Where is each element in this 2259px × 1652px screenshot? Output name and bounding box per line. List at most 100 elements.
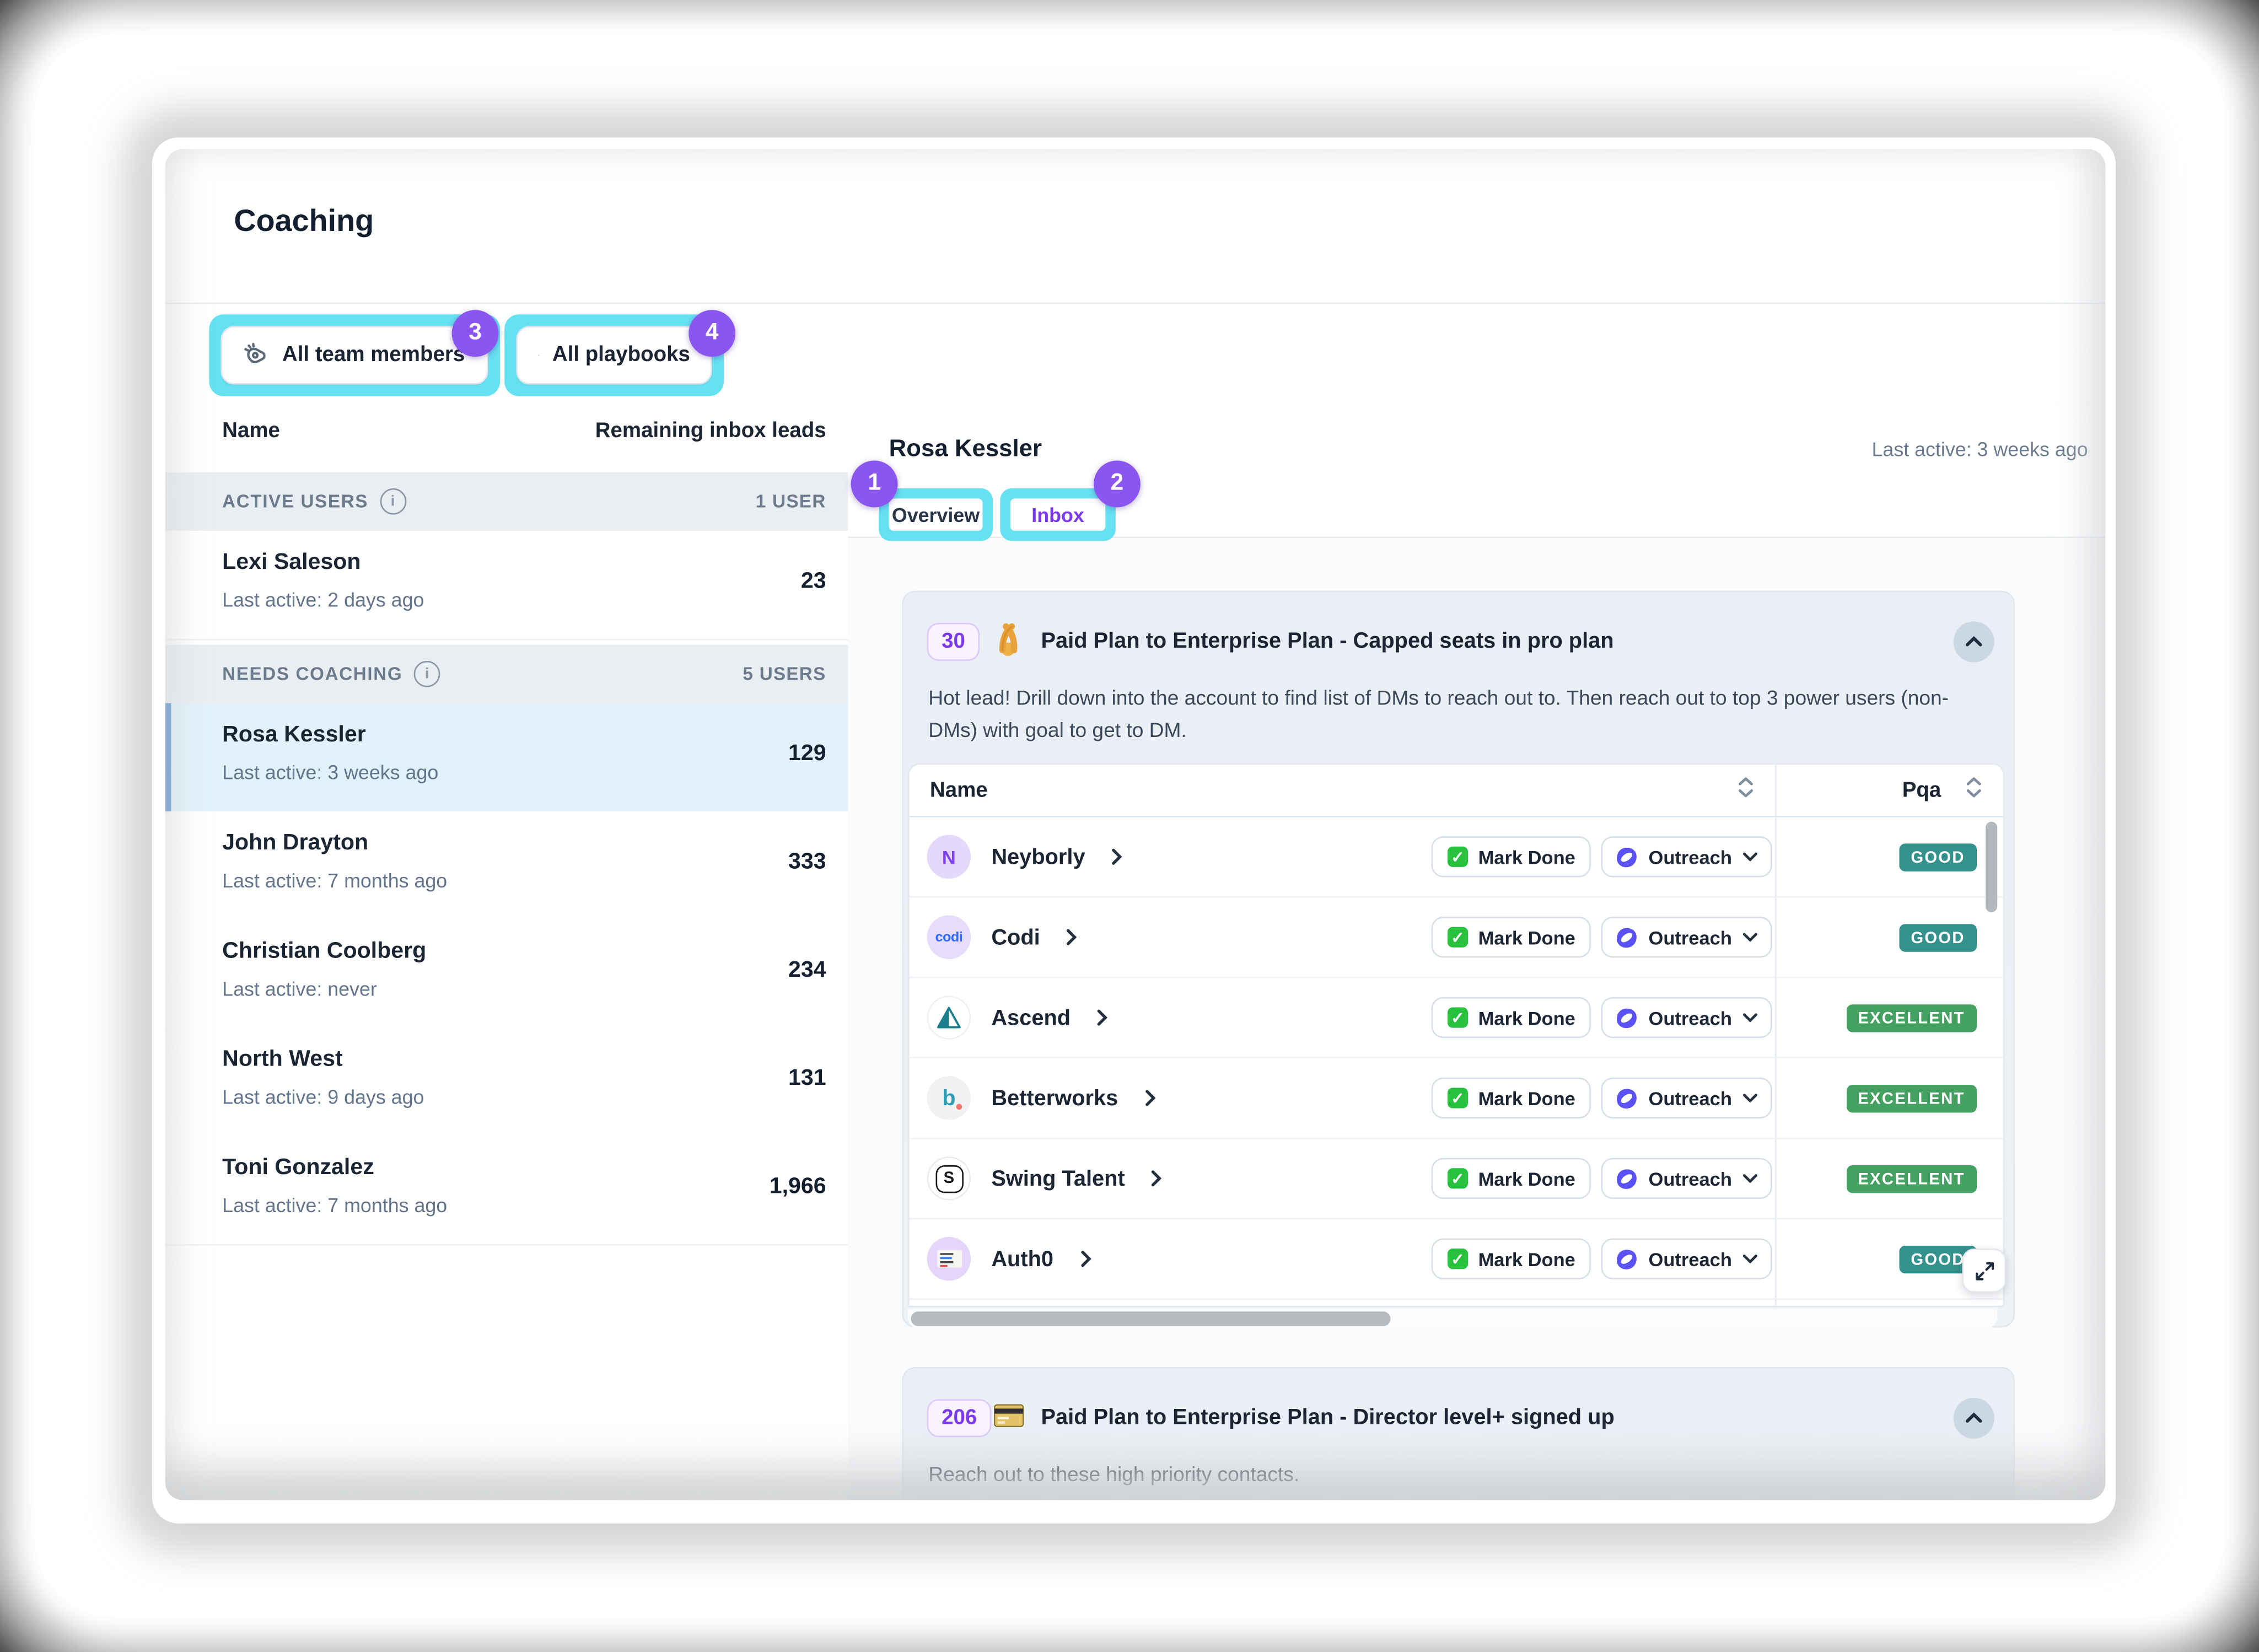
chevron-right-icon[interactable] (1111, 848, 1123, 865)
mark-done-button[interactable]: ✓ Mark Done (1431, 1158, 1592, 1199)
section-label: NEEDS COACHING (222, 664, 403, 685)
sidebar-user-john-drayton[interactable]: John Drayton Last active: 7 months ago 3… (165, 811, 848, 922)
chevron-right-icon[interactable] (1152, 1170, 1163, 1187)
outreach-dropdown[interactable]: Outreach (1601, 1238, 1772, 1279)
pqa-badge: EXCELLENT (1846, 1003, 1977, 1032)
chevron-down-icon (1742, 1094, 1757, 1102)
outreach-logo-icon (1617, 1169, 1638, 1188)
mark-done-button[interactable]: ✓ Mark Done (1431, 917, 1592, 958)
user-name: Lexi Saleson (222, 550, 361, 575)
company-logo: S (927, 1156, 971, 1201)
chevron-right-icon[interactable] (1080, 1250, 1091, 1268)
column-remaining-inbox-leads: Remaining inbox leads (595, 419, 826, 443)
tab-overview[interactable]: Overview (889, 498, 983, 531)
outreach-dropdown[interactable]: Outreach (1601, 917, 1772, 958)
sidebar-user-north-west[interactable]: North West Last active: 9 days ago 131 (165, 1027, 848, 1138)
info-icon[interactable]: i (380, 488, 407, 515)
detail-user-name: Rosa Kessler (889, 435, 1042, 462)
outreach-dropdown[interactable]: Outreach (1601, 1158, 1772, 1199)
sidebar-user-rosa-kessler[interactable]: Rosa Kessler Last active: 3 weeks ago 12… (165, 703, 848, 813)
company-name: Neyborly (991, 844, 1085, 869)
chevron-right-icon[interactable] (1144, 1089, 1156, 1107)
user-last-active: Last active: 2 days ago (222, 589, 424, 611)
detail-last-active: Last active: 3 weeks ago (1871, 438, 2088, 461)
outreach-logo-icon (1617, 847, 1638, 867)
table-header: Name Pqa (909, 765, 2003, 817)
company-logo: b (927, 1076, 971, 1120)
section-count: 1 USER (755, 491, 826, 512)
pqa-badge: GOOD (1899, 923, 1977, 951)
chevron-right-icon[interactable] (1066, 928, 1078, 946)
playbook-count-chip: 206 (927, 1399, 992, 1438)
mark-done-button[interactable]: ✓ Mark Done (1431, 1238, 1592, 1279)
user-last-active: Last active: 7 months ago (222, 870, 448, 892)
sort-icon[interactable] (1965, 776, 1982, 804)
company-logo: codi (927, 915, 971, 959)
table-row[interactable]: b Betterworks ✓ Mark Done Outreach (909, 1058, 2003, 1139)
outreach-dropdown[interactable]: Outreach (1601, 836, 1772, 878)
company-logo: N (927, 835, 971, 879)
section-count: 5 USERS (743, 664, 826, 685)
outreach-dropdown[interactable]: Outreach (1601, 1077, 1772, 1119)
table-row[interactable]: S Swing Talent ✓ Mark Done Outreach (909, 1139, 2003, 1220)
pqa-badge: GOOD (1899, 843, 1977, 871)
user-leads-count: 234 (788, 957, 826, 983)
open-book-icon (538, 354, 539, 356)
annotation-badge-3: 3 (451, 310, 499, 357)
annotation-badge-2: 2 (1093, 460, 1141, 508)
megaphone-icon (244, 342, 266, 363)
chevron-right-icon[interactable] (1097, 1009, 1109, 1026)
collapse-button[interactable] (1953, 1397, 1994, 1439)
chevron-down-icon (1742, 1013, 1757, 1023)
chevron-up-icon (1965, 1412, 1982, 1423)
pqa-badge: EXCELLENT (1846, 1164, 1977, 1193)
user-leads-count: 129 (788, 741, 826, 766)
user-last-active: Last active: 7 months ago (222, 1194, 448, 1217)
user-leads-count: 333 (788, 849, 826, 875)
all-playbooks-label: All playbooks (552, 343, 690, 367)
horizontal-scrollbar[interactable] (911, 1311, 1391, 1326)
playbook-title: Paid Plan to Enterprise Plan - Director … (1041, 1405, 1615, 1430)
sidebar-user-lexi-saleson[interactable]: Lexi Saleson Last active: 2 days ago 23 (165, 530, 848, 641)
outreach-logo-icon (1617, 1249, 1638, 1269)
playbook-card-capped-seats: 30 Paid Plan to Enterprise Plan - Capped… (902, 590, 2015, 1330)
table-row[interactable]: N Neyborly ✓ Mark Done Outreach (909, 817, 2003, 898)
user-last-active: Last active: 9 days ago (222, 1086, 424, 1108)
team-members-panel: Name Remaining inbox leads ACTIVE USERS i… (165, 405, 850, 1500)
user-name: John Drayton (222, 830, 369, 855)
user-name: North West (222, 1047, 343, 1072)
outreach-logo-icon (1617, 1008, 1638, 1027)
vertical-scrollbar[interactable] (1985, 821, 1998, 913)
all-team-members-button[interactable]: All team members (220, 326, 488, 385)
mark-done-button[interactable]: ✓ Mark Done (1431, 1077, 1592, 1119)
table-row[interactable] (910, 1299, 2003, 1306)
all-playbooks-button[interactable]: All playbooks (516, 326, 712, 385)
mark-done-button[interactable]: ✓ Mark Done (1431, 836, 1592, 878)
annotation-badge-4: 4 (689, 310, 736, 357)
chevron-up-icon (1965, 636, 1982, 647)
chevron-down-icon (1742, 852, 1757, 862)
mark-done-button[interactable]: ✓ Mark Done (1431, 997, 1592, 1038)
check-icon: ✓ (1447, 846, 1469, 867)
sidebar-user-toni-gonzalez[interactable]: Toni Gonzalez Last active: 7 months ago … (165, 1136, 848, 1246)
playbook-title: Paid Plan to Enterprise Plan - Capped se… (1041, 628, 1614, 654)
table-row[interactable]: codi Codi ✓ Mark Done Outreach (909, 897, 2003, 978)
user-leads-count: 1,966 (769, 1174, 826, 1199)
outreach-dropdown[interactable]: Outreach (1601, 997, 1772, 1038)
app-window: Coaching All team members All playbooks … (165, 149, 2106, 1500)
tab-inbox[interactable]: Inbox (1010, 498, 1106, 531)
user-name: Toni Gonzalez (222, 1155, 374, 1180)
chevron-down-icon (1742, 933, 1757, 942)
info-icon[interactable]: i (414, 660, 441, 687)
table-row[interactable]: Auth0 ✓ Mark Done Outreach (909, 1219, 2003, 1300)
playbooks-scroll-area[interactable]: 30 Paid Plan to Enterprise Plan - Capped… (848, 538, 2106, 1500)
check-icon: ✓ (1447, 1007, 1469, 1028)
sort-icon[interactable] (1737, 776, 1755, 804)
table-row[interactable]: Ascend ✓ Mark Done Outreach (909, 978, 2003, 1059)
highlight-box-inbox-tab: Inbox (1000, 488, 1116, 541)
expand-button[interactable] (1962, 1249, 2007, 1293)
sidebar-user-christian-coolberg[interactable]: Christian Coolberg Last active: never 23… (165, 919, 848, 1030)
company-name: Auth0 (991, 1246, 1054, 1272)
collapse-button[interactable] (1953, 621, 1994, 663)
